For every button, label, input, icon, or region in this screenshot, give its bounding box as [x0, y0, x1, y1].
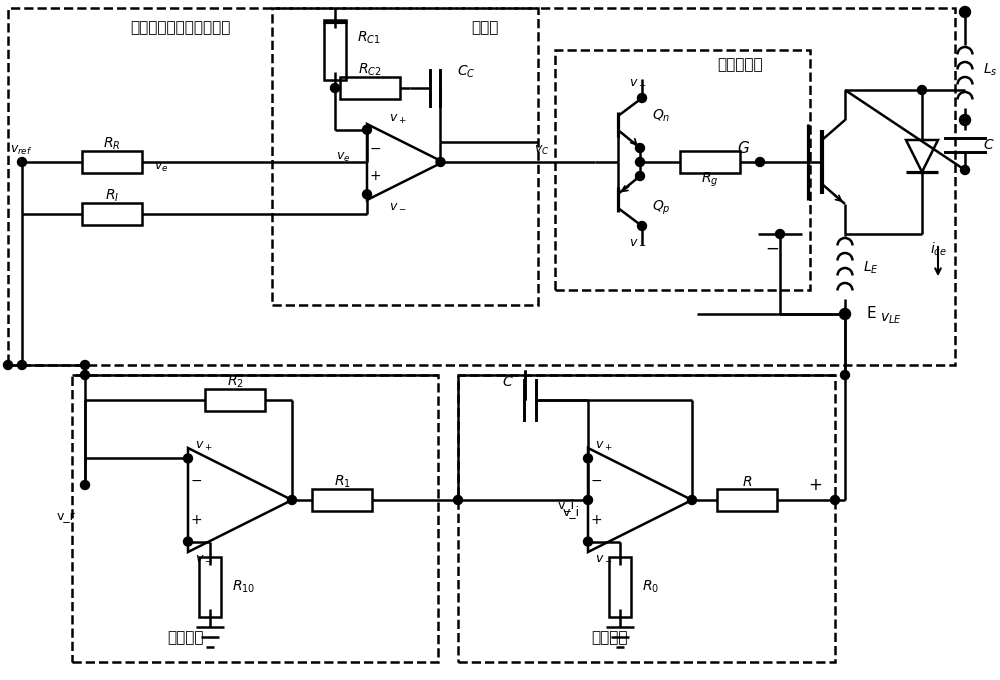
Text: $-$: $-$ — [590, 473, 602, 488]
Circle shape — [776, 229, 784, 239]
Bar — [199, 557, 221, 617]
Circle shape — [330, 84, 340, 92]
Text: +: + — [808, 476, 822, 494]
Circle shape — [454, 496, 462, 505]
Bar — [272, 8, 538, 305]
Text: $R_0$: $R_0$ — [642, 579, 659, 595]
Text: $R_{C1}$: $R_{C1}$ — [357, 30, 381, 46]
Text: $R$: $R$ — [742, 475, 752, 489]
Text: $R_R$: $R_R$ — [103, 136, 121, 152]
Text: $v_+$: $v_+$ — [595, 440, 613, 453]
Text: $G$: $G$ — [737, 140, 750, 156]
Text: $R_1$: $R_1$ — [334, 474, 350, 490]
Circle shape — [636, 143, 644, 152]
Text: $L_s$: $L_s$ — [983, 62, 998, 78]
Text: $v_{LE}$: $v_{LE}$ — [880, 312, 902, 326]
Text: E: E — [867, 307, 877, 322]
Bar — [680, 151, 740, 173]
Bar — [8, 8, 955, 365]
Text: 调节器: 调节器 — [471, 20, 499, 35]
Circle shape — [80, 360, 90, 369]
Text: 放大电路: 放大电路 — [167, 630, 203, 645]
Bar — [609, 557, 631, 617]
Circle shape — [638, 94, 646, 103]
Circle shape — [184, 454, 192, 463]
Text: $-$: $-$ — [369, 141, 381, 154]
Text: 积分电路: 积分电路 — [592, 630, 628, 645]
Text: $R_g$: $R_g$ — [701, 171, 719, 189]
Text: v_i: v_i — [558, 498, 575, 511]
Text: $-$: $-$ — [765, 239, 779, 257]
Text: $L_E$: $L_E$ — [863, 260, 879, 276]
Bar — [324, 20, 346, 80]
Text: $v_-$: $v_-$ — [195, 550, 213, 563]
Text: $C_C$: $C_C$ — [457, 64, 475, 80]
Text: $v_-$: $v_-$ — [629, 233, 647, 247]
Text: $v_-$: $v_-$ — [595, 550, 613, 563]
Circle shape — [918, 86, 927, 95]
Text: $+$: $+$ — [590, 513, 602, 527]
Circle shape — [960, 114, 970, 126]
Text: $v_-$: $v_-$ — [389, 198, 406, 211]
Text: $R_2$: $R_2$ — [227, 374, 243, 390]
Bar — [72, 375, 438, 662]
Text: v_i: v_i — [563, 505, 580, 518]
Circle shape — [960, 165, 970, 175]
Text: $-$: $-$ — [190, 473, 202, 488]
Text: v_r: v_r — [56, 511, 75, 524]
Circle shape — [288, 496, 296, 505]
Bar — [458, 375, 835, 662]
Text: $Q_p$: $Q_p$ — [652, 199, 671, 217]
Circle shape — [839, 309, 850, 320]
Bar — [82, 203, 142, 225]
Bar — [82, 151, 142, 173]
Circle shape — [830, 496, 840, 505]
Text: $v_{ref}$: $v_{ref}$ — [10, 143, 33, 156]
Text: $R_{C2}$: $R_{C2}$ — [358, 62, 382, 78]
Circle shape — [840, 371, 849, 379]
Text: $R_I$: $R_I$ — [105, 188, 119, 204]
Text: $v_+$: $v_+$ — [629, 78, 647, 90]
Text: $v_C$: $v_C$ — [534, 143, 550, 156]
Circle shape — [18, 360, 26, 369]
Circle shape — [636, 158, 644, 167]
Text: $+$: $+$ — [369, 169, 381, 184]
Circle shape — [960, 7, 970, 18]
Circle shape — [184, 537, 192, 546]
Circle shape — [756, 158, 765, 167]
Bar — [717, 489, 777, 511]
Bar — [205, 389, 265, 411]
Circle shape — [18, 158, 26, 167]
Circle shape — [362, 190, 372, 199]
Text: $v_e$: $v_e$ — [154, 160, 168, 173]
Text: $v_e$: $v_e$ — [336, 150, 350, 164]
Text: $Q_n$: $Q_n$ — [652, 108, 670, 124]
Circle shape — [436, 158, 445, 167]
Text: $R_{10}$: $R_{10}$ — [232, 579, 255, 595]
Text: 反馈与参考信号比较电路: 反馈与参考信号比较电路 — [130, 20, 230, 35]
Bar — [555, 50, 810, 290]
Circle shape — [638, 222, 646, 231]
Text: $C$: $C$ — [983, 138, 995, 152]
Circle shape — [4, 360, 12, 369]
Circle shape — [80, 371, 90, 379]
Text: $+$: $+$ — [190, 513, 202, 527]
Circle shape — [584, 454, 593, 463]
Circle shape — [80, 481, 90, 490]
Circle shape — [688, 496, 696, 505]
Text: 主驱动电路: 主驱动电路 — [717, 58, 763, 73]
Text: $i_{ce}$: $i_{ce}$ — [930, 240, 947, 258]
Text: $v_+$: $v_+$ — [195, 440, 213, 453]
Bar — [340, 77, 400, 99]
Bar — [312, 489, 372, 511]
Text: $v_+$: $v_+$ — [389, 113, 406, 126]
Circle shape — [362, 125, 372, 134]
Circle shape — [636, 171, 644, 180]
Text: $C$: $C$ — [502, 375, 514, 389]
Circle shape — [584, 537, 593, 546]
Circle shape — [584, 496, 593, 505]
